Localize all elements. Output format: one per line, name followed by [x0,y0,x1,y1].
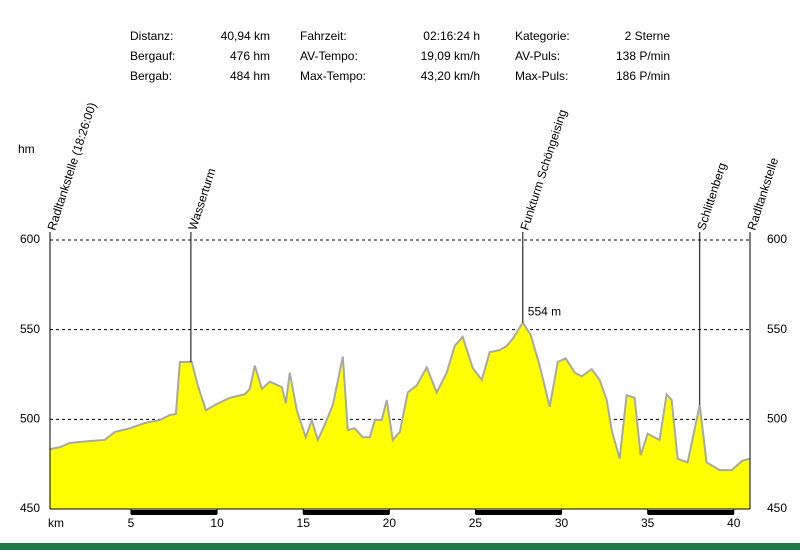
stat-label: AV-Puls: [515,49,560,63]
stat-value: 138 P/min [616,49,670,63]
x-axis-label: km [48,516,64,530]
y2-tick-label: 550 [767,322,787,336]
y-tick-label: 550 [20,322,40,336]
y2-tick-label: 600 [767,232,787,246]
y-tick-label: 500 [20,412,40,426]
stat-label: Distanz: [130,29,173,43]
x-tick-label: 35 [641,516,655,530]
x-tick-label: 20 [383,516,397,530]
y-tick-label: 450 [20,501,40,515]
y-axis-label: hm [18,142,35,156]
status-strip [0,543,800,550]
stat-value: 02:16:24 h [423,29,480,43]
x-tick-label: 30 [555,516,569,530]
stat-value: 484 hm [230,69,270,83]
x-tick-label: 40 [727,516,741,530]
stat-value: 19,09 km/h [421,49,480,63]
y-tick-label: 600 [20,232,40,246]
x-tick-label: 10 [210,516,224,530]
scale-bar [130,510,218,515]
stat-label: Max-Tempo: [300,69,366,83]
stat-value: 40,94 km [221,29,270,43]
stat-label: AV-Tempo: [300,49,358,63]
peak-label: 554 m [528,305,561,319]
elevation-line [49,320,751,472]
x-tick-label: 25 [469,516,483,530]
stat-value: 2 Sterne [625,29,671,43]
stat-label: Bergauf: [130,49,175,63]
x-tick-label: 15 [297,516,311,530]
scale-bar [303,510,390,515]
scale-bar [647,510,734,515]
stat-value: 476 hm [230,49,270,63]
stat-label: Fahrzeit: [300,29,347,43]
stat-label: Bergab: [130,69,172,83]
stat-value: 186 P/min [616,69,670,83]
y2-tick-label: 500 [767,412,787,426]
stat-value: 43,20 km/h [421,69,480,83]
x-tick-label: 5 [128,516,135,530]
y2-tick-label: 450 [767,501,787,515]
scale-bar [475,510,562,515]
stat-label: Max-Puls: [515,69,568,83]
stat-label: Kategorie: [515,29,570,43]
stats-table: Distanz: 40,94 km Fahrzeit: 02:16:24 h Kateg… [130,29,670,83]
elevation-area [50,322,750,509]
